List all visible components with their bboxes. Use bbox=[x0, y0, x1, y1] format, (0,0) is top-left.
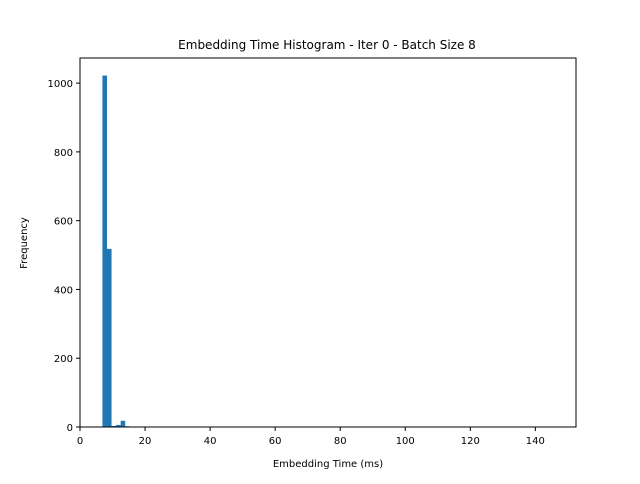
histogram-bar-0 bbox=[102, 76, 107, 427]
plot-frame bbox=[80, 58, 576, 427]
x-tick-label-7: 140 bbox=[526, 436, 545, 447]
chart-title: Embedding Time Histogram - Iter 0 - Batc… bbox=[178, 38, 476, 52]
x-tick-label-3: 60 bbox=[269, 436, 282, 447]
x-tick-label-0: 0 bbox=[77, 436, 83, 447]
histogram-bar-4 bbox=[121, 421, 126, 427]
y-tick-label-1: 200 bbox=[54, 354, 73, 365]
x-tick-label-5: 100 bbox=[396, 436, 415, 447]
x-axis-label: Embedding Time (ms) bbox=[273, 459, 383, 470]
x-tick-label-2: 40 bbox=[204, 436, 217, 447]
y-tick-label-5: 1000 bbox=[48, 79, 73, 90]
y-tick-label-3: 600 bbox=[54, 217, 73, 228]
y-tick-label-4: 800 bbox=[54, 148, 73, 159]
y-axis-label: Frequency bbox=[19, 217, 30, 269]
y-tick-label-0: 0 bbox=[67, 423, 73, 434]
x-axis-ticks: 0 20 40 60 80 100 120 140 bbox=[77, 427, 545, 447]
histogram-bar-1 bbox=[107, 249, 112, 427]
x-tick-label-1: 20 bbox=[139, 436, 152, 447]
x-tick-label-6: 120 bbox=[461, 436, 480, 447]
y-axis-ticks: 0 200 400 600 800 1000 bbox=[48, 79, 80, 434]
y-tick-label-2: 400 bbox=[54, 285, 73, 296]
bars-layer bbox=[102, 76, 555, 427]
x-tick-label-4: 80 bbox=[334, 436, 347, 447]
